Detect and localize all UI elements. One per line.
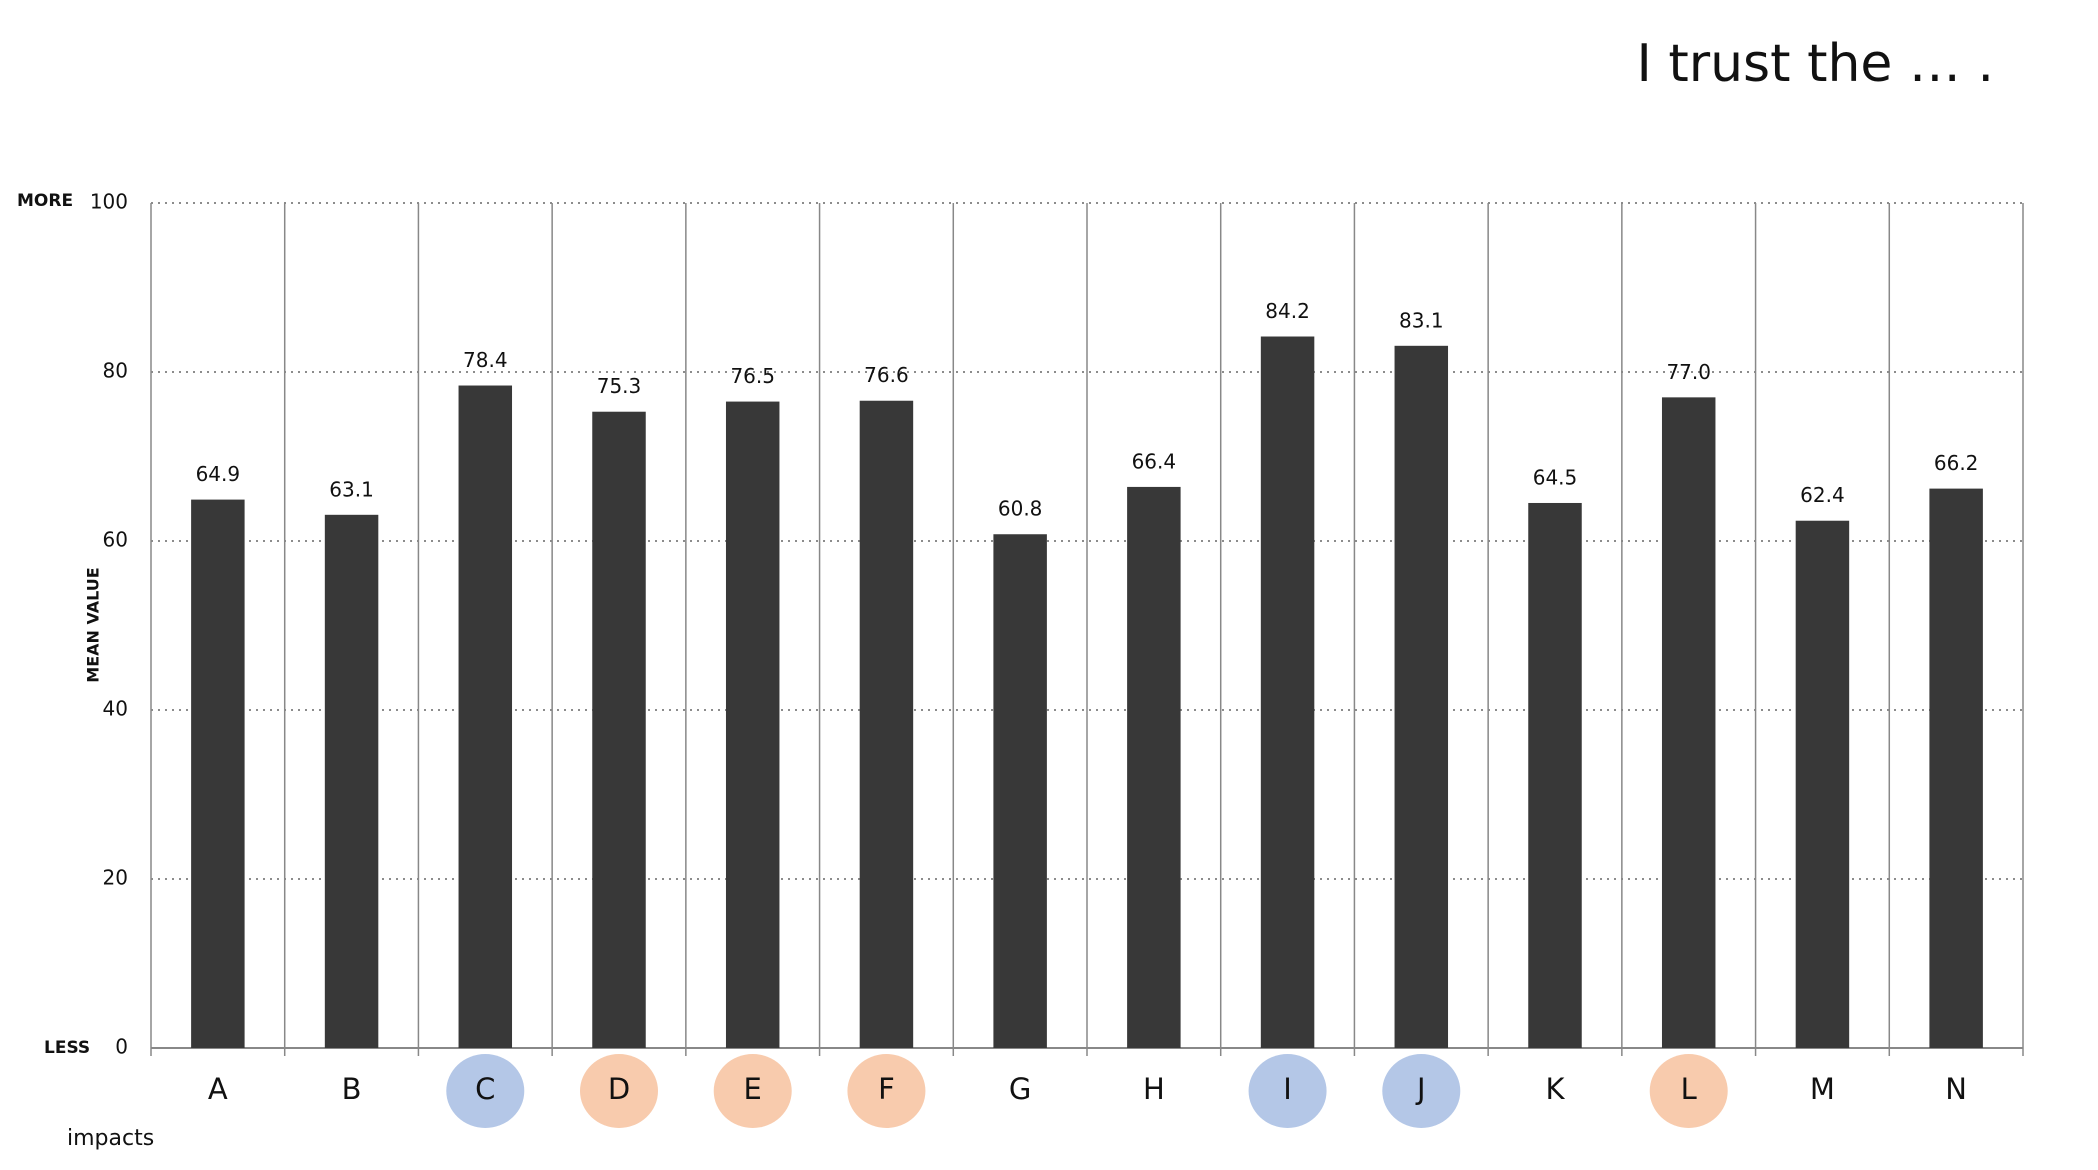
- value-label: 66.2: [1934, 451, 1979, 475]
- bar: [592, 411, 646, 1049]
- x-tick-label: D: [608, 1072, 630, 1106]
- y-axis-label: MEAN VALUE: [84, 567, 103, 682]
- bar: [1795, 520, 1850, 1048]
- bar: [458, 385, 513, 1048]
- value-label: 60.8: [998, 497, 1043, 521]
- value-label: 78.4: [463, 348, 508, 372]
- logo: impacts: [67, 1126, 154, 1151]
- value-label: 77.0: [1666, 360, 1711, 384]
- y-tick-label: 20: [103, 866, 128, 890]
- value-label: 84.2: [1265, 299, 1310, 323]
- bar: [1260, 336, 1315, 1048]
- value-label: 76.5: [730, 364, 775, 388]
- value-label: 75.3: [597, 374, 642, 398]
- category-highlight: [1382, 1054, 1461, 1128]
- x-tick-label: J: [1415, 1072, 1426, 1106]
- x-tick-label: B: [342, 1072, 362, 1106]
- y-tick-label: 60: [103, 528, 128, 552]
- bar: [993, 534, 1047, 1048]
- x-tick-label: L: [1681, 1072, 1697, 1106]
- y-tick-label: 0: [115, 1035, 128, 1059]
- x-tick-label: H: [1143, 1072, 1165, 1106]
- category-highlight: [580, 1054, 658, 1128]
- bar: [1661, 397, 1716, 1049]
- value-label: 66.4: [1132, 449, 1177, 473]
- bar: [191, 499, 245, 1049]
- bar: [324, 514, 379, 1048]
- y-tick-label: 40: [103, 697, 128, 721]
- y-bottom-label: LESS: [44, 1038, 90, 1058]
- value-label: 76.6: [864, 363, 909, 387]
- y-tick-label: 100: [90, 190, 128, 214]
- x-tick-label: F: [878, 1072, 895, 1106]
- x-tick-label: G: [1009, 1072, 1031, 1106]
- value-label: 62.4: [1800, 483, 1845, 507]
- bar: [1528, 502, 1582, 1049]
- category-highlight: [713, 1054, 792, 1128]
- value-label: 83.1: [1399, 308, 1444, 332]
- bar: [1394, 345, 1449, 1048]
- category-highlight: [1248, 1054, 1327, 1128]
- bar: [859, 400, 914, 1049]
- category-highlight: [1649, 1054, 1728, 1128]
- value-label: 64.5: [1533, 465, 1578, 489]
- x-tick-label: I: [1283, 1072, 1292, 1106]
- x-tick-label: K: [1545, 1072, 1565, 1106]
- x-tick-label: M: [1810, 1072, 1835, 1106]
- category-highlight: [446, 1054, 525, 1128]
- x-tick-label: A: [208, 1072, 228, 1106]
- x-tick-label: C: [475, 1072, 495, 1106]
- y-tick-label: 80: [103, 359, 128, 383]
- bar: [1929, 488, 1983, 1048]
- chart-title: I trust the … .: [1636, 34, 1994, 94]
- bar: [1127, 486, 1181, 1048]
- x-tick-label: N: [1945, 1072, 1967, 1106]
- bar: [725, 401, 780, 1048]
- value-label: 64.9: [196, 462, 241, 486]
- value-label: 63.1: [329, 477, 374, 501]
- x-tick-label: E: [744, 1072, 762, 1106]
- category-highlight: [847, 1054, 926, 1128]
- y-top-label: MORE: [17, 191, 73, 211]
